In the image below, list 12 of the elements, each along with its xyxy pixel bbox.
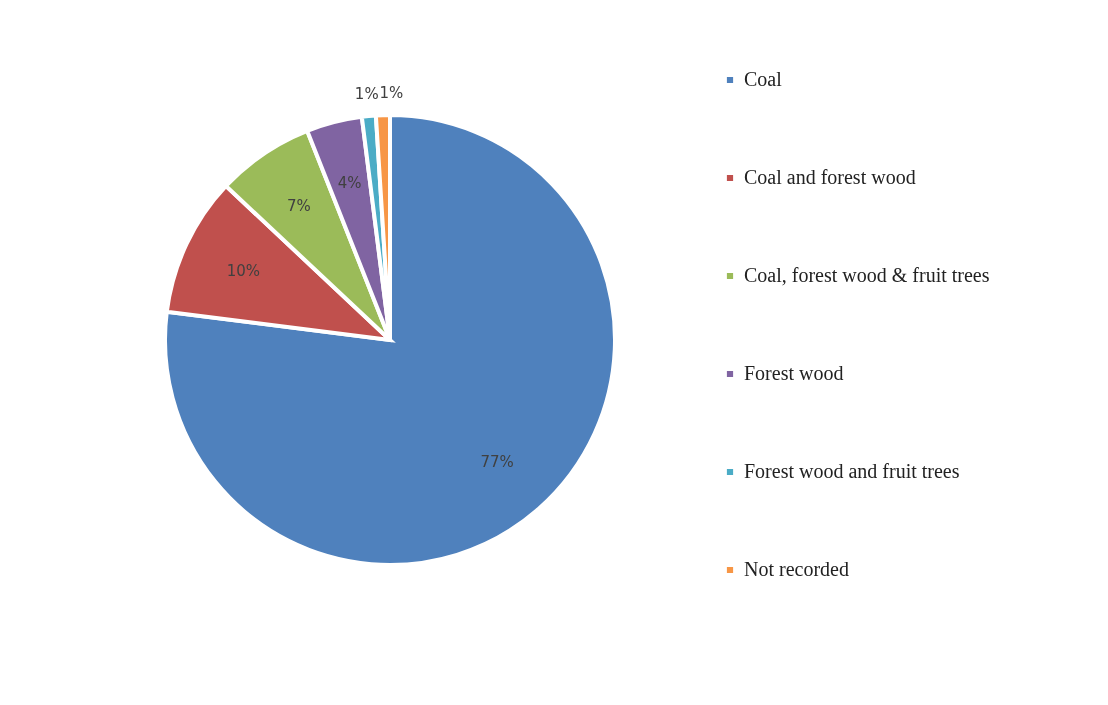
- legend-label: Coal: [744, 68, 783, 90]
- data-label: 7%: [287, 197, 311, 216]
- data-label: 77%: [480, 452, 514, 471]
- legend-label: Coal and forest wood: [744, 166, 916, 188]
- data-label: 1%: [379, 84, 404, 102]
- data-label: 10%: [226, 262, 261, 281]
- data-label: 4%: [337, 174, 362, 193]
- legend-label: Forest wood and fruit trees: [744, 460, 960, 482]
- legend-label: Coal, forest wood & fruit trees: [744, 264, 990, 286]
- data-label: 1%: [354, 85, 379, 104]
- legend-label: Forest wood: [744, 362, 844, 384]
- legend-label: Not recorded: [744, 558, 849, 580]
